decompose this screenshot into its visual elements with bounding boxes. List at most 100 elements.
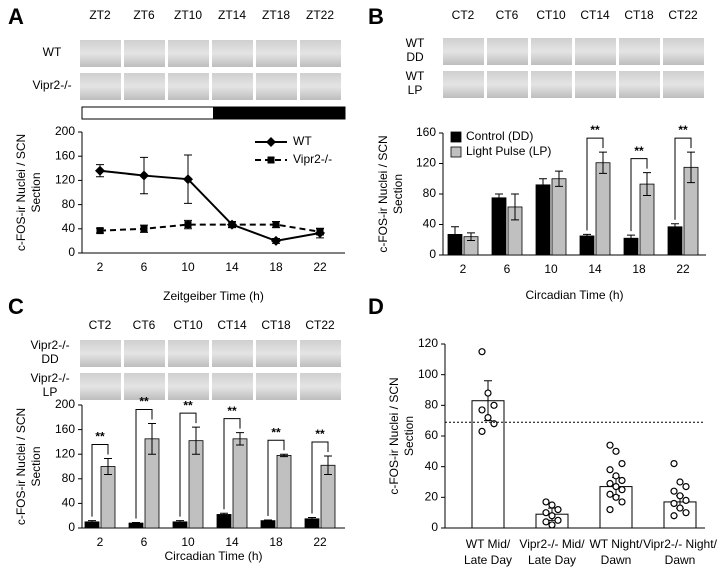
data-point [490, 420, 498, 428]
scn-image [487, 71, 528, 98]
y-tick-label: 80 [425, 398, 439, 412]
scn-image [168, 73, 209, 100]
data-point [612, 483, 620, 491]
bar [667, 226, 683, 256]
error-bar [308, 517, 316, 521]
scn-image [124, 340, 165, 367]
y-tick-label: 80 [62, 471, 76, 485]
y-tick-label: 0 [68, 520, 75, 534]
scn-image [300, 373, 341, 400]
image-column-label: ZT2 [89, 8, 111, 22]
significance-label: ** [590, 123, 600, 137]
scn-image [212, 373, 253, 400]
scn-image [300, 73, 341, 100]
error-bar [555, 170, 563, 187]
data-point [670, 460, 678, 468]
data-point [670, 512, 678, 520]
data-point [606, 441, 614, 449]
y-tick-label: 80 [62, 197, 76, 211]
error-bar [280, 453, 288, 458]
scn-image [443, 38, 484, 65]
scn-image [212, 340, 253, 367]
x-tick-label: Late Day [528, 553, 576, 567]
light-phase [81, 106, 214, 120]
error-bar [148, 422, 156, 455]
error-bar [236, 432, 244, 446]
series-line [99, 223, 321, 233]
y-tick-label: 20 [425, 490, 439, 504]
significance-label: ** [634, 144, 644, 158]
dark-phase [213, 106, 346, 120]
scn-image [619, 38, 660, 65]
scn-image [575, 71, 616, 98]
bar [276, 455, 292, 529]
scn-image [124, 73, 165, 100]
significance-label: ** [183, 398, 193, 412]
image-column-label: ZT6 [133, 8, 155, 22]
panel-label: C [8, 294, 24, 319]
x-tick-label: 6 [141, 535, 148, 549]
data-point [484, 414, 492, 422]
scn-image [300, 340, 341, 367]
x-tick-label: Dawn [601, 553, 632, 567]
scn-image [124, 40, 165, 67]
bar [551, 178, 567, 256]
y-axis-label: Section [29, 446, 43, 486]
error-bar [627, 234, 635, 242]
y-tick-label: 120 [55, 446, 75, 460]
error-bar [104, 458, 112, 475]
data-point [139, 170, 149, 181]
error-bar [264, 519, 272, 522]
significance-label: ** [227, 404, 237, 418]
x-tick-label: WT Mid/ [466, 537, 511, 551]
y-axis-label: c-FOS-ir Nuclei / SCN [376, 135, 390, 252]
error-bar [88, 520, 96, 524]
bar [491, 197, 507, 256]
scn-image [443, 71, 484, 98]
data-point [670, 487, 678, 495]
image-column-label: CT18 [624, 8, 654, 22]
scn-image [575, 38, 616, 65]
data-point [682, 483, 690, 491]
y-tick-label: 160 [416, 125, 436, 139]
data-point [478, 348, 486, 356]
data-point [548, 501, 556, 509]
y-tick-label: 120 [418, 336, 438, 350]
x-tick-label: 18 [632, 262, 646, 276]
data-point [554, 516, 562, 524]
y-tick-label: 0 [68, 245, 75, 259]
image-row-label: LP [43, 385, 58, 399]
significance-bracket [630, 158, 648, 232]
panel-label: B [368, 4, 384, 29]
y-tick-label: 60 [425, 428, 439, 442]
x-axis-label: Circadian Time (h) [164, 549, 262, 563]
y-tick-label: 120 [416, 156, 436, 170]
image-column-label: CT6 [496, 8, 519, 22]
error-bar [539, 178, 547, 192]
y-tick-label: 40 [425, 459, 439, 473]
error-bar [451, 226, 459, 243]
x-tick-label: 22 [313, 535, 327, 549]
panel-label: D [368, 294, 384, 319]
x-tick-label: 14 [225, 260, 239, 274]
image-column-label: CT18 [261, 318, 291, 332]
image-column-label: CT22 [305, 318, 335, 332]
significance-label: ** [271, 425, 281, 439]
data-point [548, 512, 556, 520]
data-point [183, 174, 193, 185]
error-bar [192, 426, 200, 455]
x-tick-label: 18 [269, 535, 283, 549]
data-point [612, 493, 620, 501]
y-tick-label: 40 [62, 221, 76, 235]
data-point [606, 490, 614, 498]
y-axis-label: c-FOS-ir Nuclei / SCN [14, 408, 28, 525]
significance-label: ** [139, 395, 149, 409]
data-point [478, 427, 486, 435]
data-point [96, 227, 104, 235]
error-bar [467, 232, 475, 242]
significance-bracket [311, 441, 329, 514]
significance-label: ** [678, 123, 688, 137]
data-point [272, 221, 280, 229]
error-bar [324, 455, 332, 475]
